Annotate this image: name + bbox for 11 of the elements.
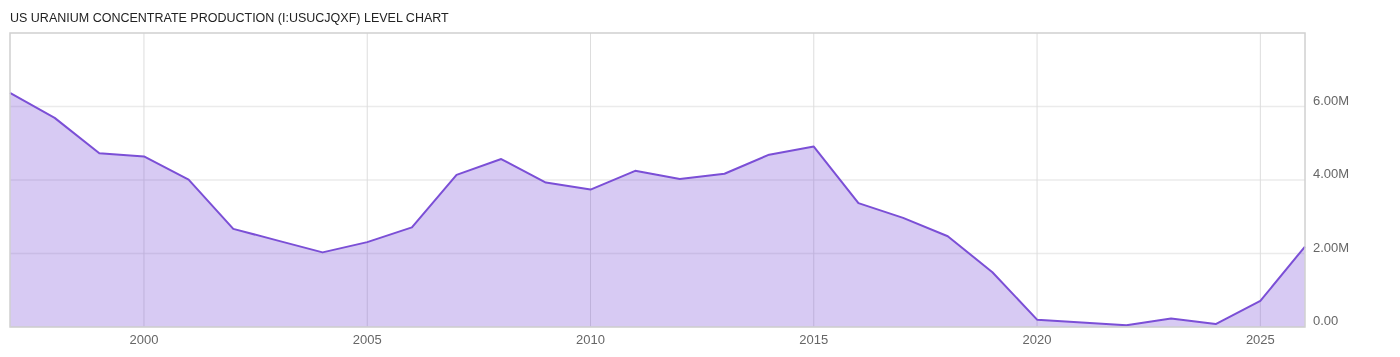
x-tick-label: 2000	[129, 332, 159, 347]
y-tick-label: 4.00M	[1313, 166, 1350, 181]
x-tick-label: 2005	[352, 332, 382, 347]
x-tick-label: 2025	[1245, 332, 1275, 347]
y-tick-label: 2.00M	[1313, 239, 1350, 255]
x-tick-label: 2020	[1022, 332, 1052, 347]
x-tick-label: 2015	[799, 332, 829, 347]
chart-title: US URANIUM CONCENTRATE PRODUCTION (I:USUCJQXF) LEVEL CHART	[10, 11, 450, 25]
y-tick-label: 6.00M	[1313, 92, 1350, 108]
y-tick-label: 0.00	[1313, 313, 1339, 328]
x-tick-label: 2010	[576, 332, 605, 347]
